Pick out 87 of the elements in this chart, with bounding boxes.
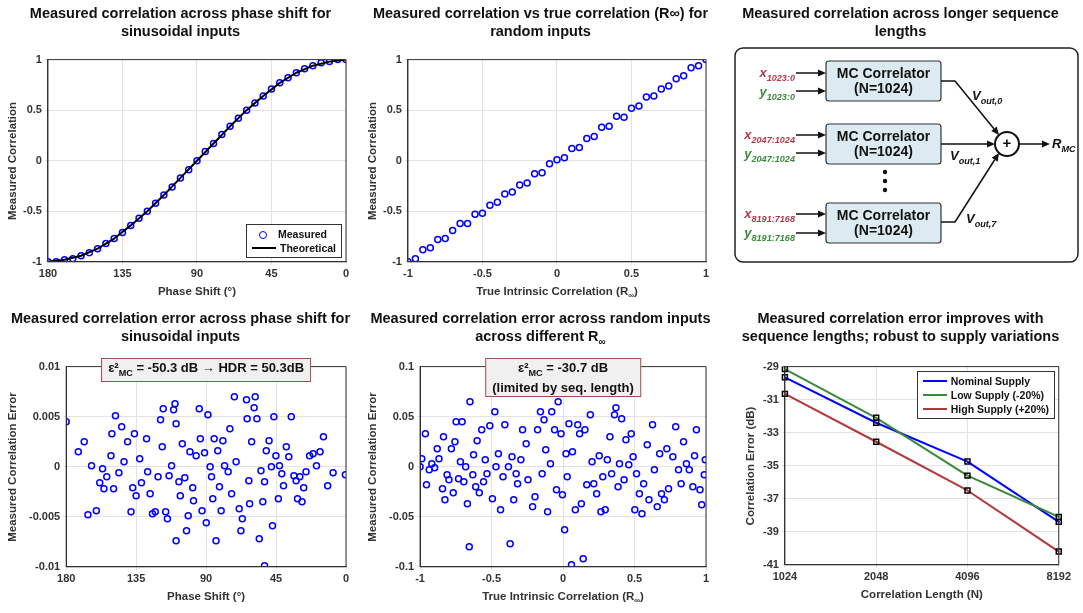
- text: x$_{8191:7168}$: [744, 206, 795, 226]
- x-axis-title: True Intrinsic Correlation (R$_{∞}$): [476, 285, 638, 301]
- annotation: ε²$_{MC}$ = -50.3 dB → HDR = 50.3dB: [101, 357, 312, 383]
- x-tick-label: 135: [113, 267, 132, 280]
- y-tick-label: 0.05: [392, 409, 415, 422]
- x-tick-label: 180: [38, 267, 58, 280]
- x-tick-label: 45: [265, 267, 278, 280]
- text: x$_{2047:1024}$: [744, 127, 795, 147]
- x-axis-title: Phase Shift (°): [167, 590, 246, 602]
- y-tick-label: -41: [762, 557, 779, 570]
- y-tick-label: -0.5: [382, 204, 402, 217]
- y-axis-title: Measured Correlation Error: [6, 391, 18, 542]
- text: y$_{1023:0}$: [759, 84, 795, 104]
- y-tick-label: -0.1: [395, 559, 415, 572]
- y-tick-label: 0.005: [32, 409, 61, 422]
- x-tick-label: 45: [269, 572, 283, 585]
- text: MC Correlator (N=1024): [835, 128, 932, 159]
- y-tick-label: 0.5: [386, 103, 402, 116]
- y-tick-label: -0.5: [22, 204, 42, 217]
- y-tick-label: -39: [762, 524, 779, 537]
- text: R$_{MC}$: [1052, 136, 1076, 156]
- legend-label: Measured: [278, 227, 328, 240]
- legend-label: High Supply (+20%): [950, 402, 1050, 415]
- x-axis-title: Correlation Length (N): [860, 588, 983, 600]
- text: V$_{out,1}$: [950, 148, 981, 168]
- y-tick-label: -29: [762, 359, 779, 372]
- x-tick-label: 0: [553, 267, 561, 280]
- chart-title: Measured correlation vs true correlation (R∞) for random inputs: [371, 4, 710, 40]
- x-axis-title: True Intrinsic Correlation (R$_{∞}$): [482, 590, 644, 606]
- y-tick-label: 0: [35, 153, 42, 166]
- x-tick-label: 90: [190, 267, 204, 280]
- text: MC Correlator (N=1024): [835, 65, 932, 96]
- y-tick-label: 0.1: [398, 359, 415, 372]
- y-tick-label: -0.01: [35, 559, 61, 572]
- x-tick-label: 0: [559, 572, 567, 585]
- x-tick-label: 1024: [772, 570, 799, 583]
- y-axis-title: Measured Correlation: [366, 101, 378, 220]
- x-tick-label: -0.5: [482, 572, 502, 585]
- x-tick-label: 2048: [863, 570, 889, 583]
- y-axis-title: Correlation Error (dB): [744, 406, 756, 526]
- chart-title: Measured correlation across phase shift for sinusoidal inputs: [28, 4, 333, 40]
- x-tick-label: 0.5: [623, 267, 640, 280]
- y-tick-label: -33: [762, 425, 779, 438]
- text: y$_{8191:7168}$: [744, 225, 795, 245]
- text: Measured correlation across longer sequence lengths: [741, 4, 1060, 40]
- x-tick-label: 1: [702, 572, 710, 585]
- x-tick-label: -1: [415, 572, 425, 585]
- x-axis-title: Phase Shift (°): [157, 285, 237, 297]
- y-tick-label: 1: [35, 52, 42, 65]
- y-tick-label: -1: [392, 254, 402, 267]
- y-tick-label: -1: [32, 254, 42, 267]
- text: V$_{out,7}$: [966, 211, 997, 231]
- chart-title: Measured correlation error across random inputs across different R$_{∞}$: [369, 309, 712, 349]
- y-tick-label: 0.5: [26, 103, 42, 116]
- text: V$_{out,0}$: [972, 88, 1003, 108]
- y-axis-title: Measured Correlation: [6, 101, 18, 220]
- y-tick-label: 0: [407, 459, 415, 472]
- x-tick-label: -0.5: [472, 267, 492, 280]
- x-tick-label: 90: [199, 572, 213, 585]
- x-tick-label: 1: [702, 267, 710, 280]
- y-tick-label: 0.01: [38, 359, 61, 372]
- x-tick-label: 0: [342, 267, 350, 280]
- x-tick-label: 4096: [955, 570, 980, 583]
- y-tick-label: 0: [54, 459, 61, 472]
- text: +: [1001, 134, 1013, 151]
- text: x$_{1023:0}$: [759, 65, 795, 85]
- y-tick-label: -31: [762, 392, 779, 405]
- x-tick-label: 135: [126, 572, 146, 585]
- y-tick-label: -0.005: [28, 509, 61, 522]
- y-tick-label: 1: [395, 52, 402, 65]
- y-tick-label: 0: [395, 153, 402, 166]
- x-tick-label: 0: [342, 572, 350, 585]
- y-tick-label: -35: [762, 458, 779, 471]
- x-tick-label: 0.5: [626, 572, 643, 585]
- legend-label: Theoretical: [280, 241, 337, 254]
- x-tick-label: 180: [57, 572, 76, 585]
- y-tick-label: -0.05: [388, 509, 415, 522]
- text: MC Correlator (N=1024): [835, 207, 932, 238]
- x-tick-label: 8192: [1046, 570, 1072, 583]
- y-tick-label: -37: [762, 491, 779, 504]
- legend-label: Low Supply (-20%): [950, 388, 1045, 401]
- y-axis-title: Measured Correlation Error: [366, 391, 378, 542]
- text: y$_{2047:1024}$: [744, 146, 795, 166]
- legend-label: Nominal Supply: [950, 374, 1031, 387]
- chart-title: Measured correlation error improves with sequence lengths; robust to supply variations: [740, 309, 1061, 345]
- annotation: ε²$_{MC}$ = -30.7 dB (limited by seq. length): [485, 357, 641, 398]
- chart-title: Measured correlation error across phase shift for sinusoidal inputs: [9, 309, 352, 345]
